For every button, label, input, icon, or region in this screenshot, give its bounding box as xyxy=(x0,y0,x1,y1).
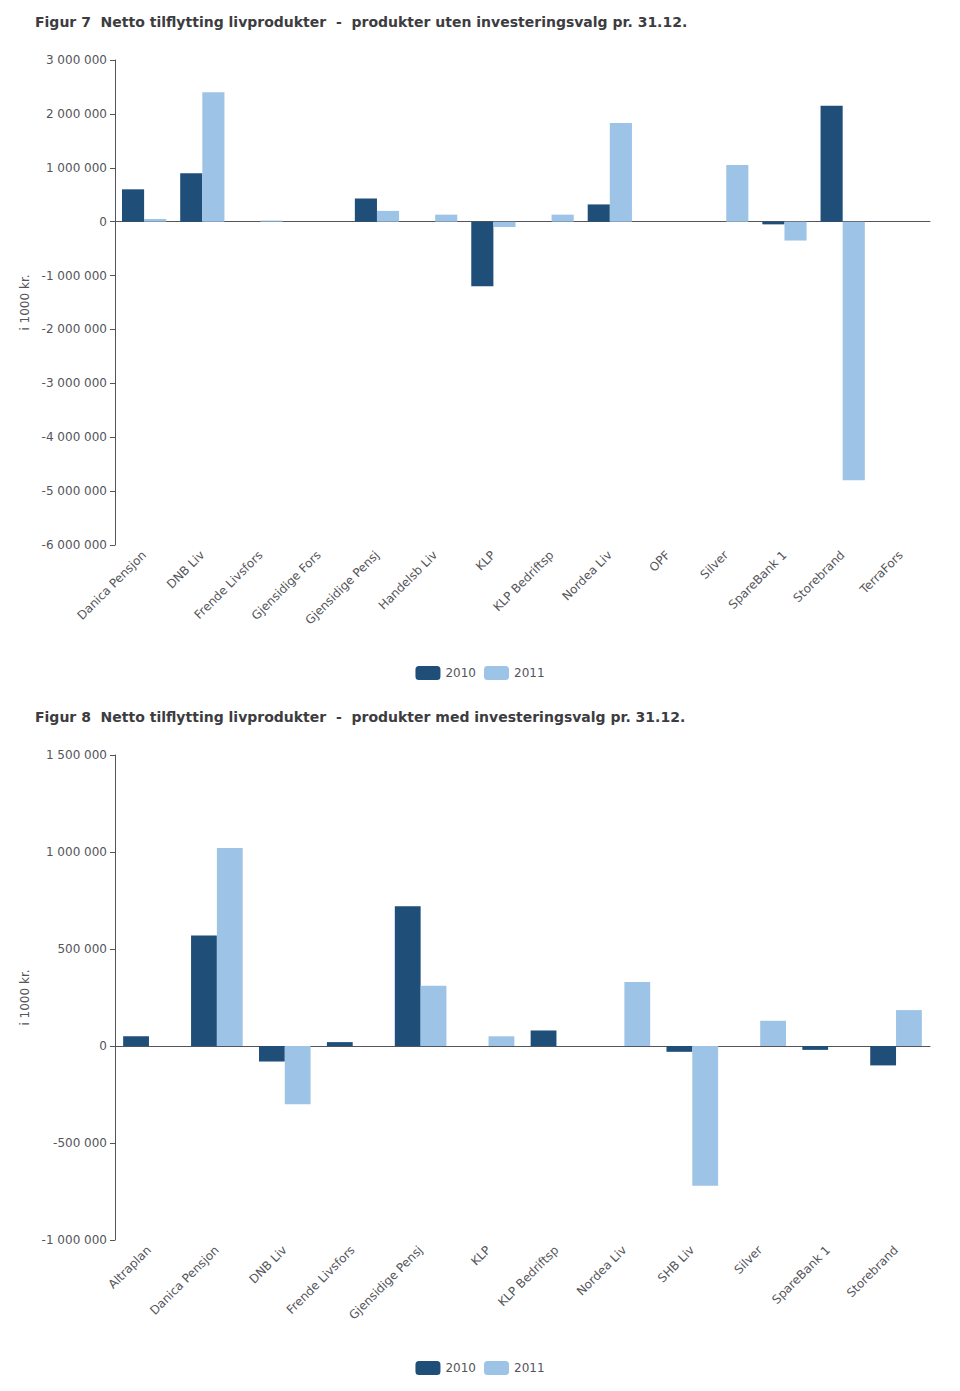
svg-text:Handelsb Liv: Handelsb Liv xyxy=(376,548,440,612)
svg-text:Frende Livsfors: Frende Livsfors xyxy=(191,548,266,622)
svg-text:Frende Livsfors: Frende Livsfors xyxy=(284,1243,358,1317)
svg-text:1 500 000: 1 500 000 xyxy=(46,748,107,762)
svg-text:Nordea Liv: Nordea Liv xyxy=(574,1243,629,1298)
svg-text:2010: 2010 xyxy=(445,1361,476,1375)
svg-text:Gjensidige Pensj: Gjensidige Pensj xyxy=(346,1243,425,1322)
svg-text:-2 000 000: -2 000 000 xyxy=(42,322,107,336)
svg-text:2 000 000: 2 000 000 xyxy=(46,107,107,121)
svg-text:2010: 2010 xyxy=(445,666,476,680)
svg-text:SpareBank 1: SpareBank 1 xyxy=(769,1243,833,1307)
svg-text:-6 000 000: -6 000 000 xyxy=(42,538,107,552)
svg-text:-1 000 000: -1 000 000 xyxy=(42,1233,107,1247)
svg-text:Danica Pensjon: Danica Pensjon xyxy=(74,548,149,623)
svg-text:KLP Bedriftsp: KLP Bedriftsp xyxy=(490,548,556,614)
svg-text:-1 000 000: -1 000 000 xyxy=(42,269,107,283)
svg-text:-5 000 000: -5 000 000 xyxy=(42,484,107,498)
svg-text:-4 000 000: -4 000 000 xyxy=(42,430,107,444)
svg-text:0: 0 xyxy=(99,1039,107,1053)
svg-text:KLP: KLP xyxy=(468,1243,493,1268)
svg-text:Gjensidige Pensj: Gjensidige Pensj xyxy=(303,548,382,627)
svg-text:0: 0 xyxy=(99,215,107,229)
svg-text:Gjensidige Fors: Gjensidige Fors xyxy=(248,548,324,623)
svg-text:Figur 7 Netto tilflytting liv: Figur 7 Netto tilflytting livprodukter -… xyxy=(35,14,687,30)
svg-text:500 000: 500 000 xyxy=(57,942,107,956)
svg-text:Silver: Silver xyxy=(731,1243,765,1277)
svg-text:i 1000 kr.: i 1000 kr. xyxy=(18,274,32,330)
svg-text:Figur 8 Netto tilflytting liv: Figur 8 Netto tilflytting livprodukter -… xyxy=(35,709,685,725)
svg-text:Nordea Liv: Nordea Liv xyxy=(559,548,614,603)
svg-text:Altraplan: Altraplan xyxy=(106,1243,154,1291)
svg-text:i 1000 kr.: i 1000 kr. xyxy=(18,969,32,1025)
svg-text:SHB Liv: SHB Liv xyxy=(655,1243,697,1285)
svg-text:Silver: Silver xyxy=(697,548,731,582)
svg-text:Storebrand: Storebrand xyxy=(844,1243,901,1300)
svg-text:-3 000 000: -3 000 000 xyxy=(42,376,107,390)
svg-text:KLP Bedriftsp: KLP Bedriftsp xyxy=(495,1243,561,1309)
svg-text:TerraFors: TerraFors xyxy=(857,548,906,597)
svg-text:SpareBank 1: SpareBank 1 xyxy=(726,548,790,612)
svg-text:KLP: KLP xyxy=(473,548,498,573)
svg-text:2011: 2011 xyxy=(514,666,545,680)
svg-text:1 000 000: 1 000 000 xyxy=(46,161,107,175)
svg-text:Danica Pensjon: Danica Pensjon xyxy=(147,1243,222,1318)
svg-text:Storebrand: Storebrand xyxy=(791,548,848,605)
svg-text:DNB Liv: DNB Liv xyxy=(164,548,207,591)
svg-text:3 000 000: 3 000 000 xyxy=(46,53,107,67)
svg-text:DNB Liv: DNB Liv xyxy=(246,1243,289,1286)
svg-text:OPF: OPF xyxy=(646,548,673,575)
svg-text:2011: 2011 xyxy=(514,1361,545,1375)
svg-text:1 000 000: 1 000 000 xyxy=(46,845,107,859)
svg-text:-500 000: -500 000 xyxy=(53,1136,107,1150)
